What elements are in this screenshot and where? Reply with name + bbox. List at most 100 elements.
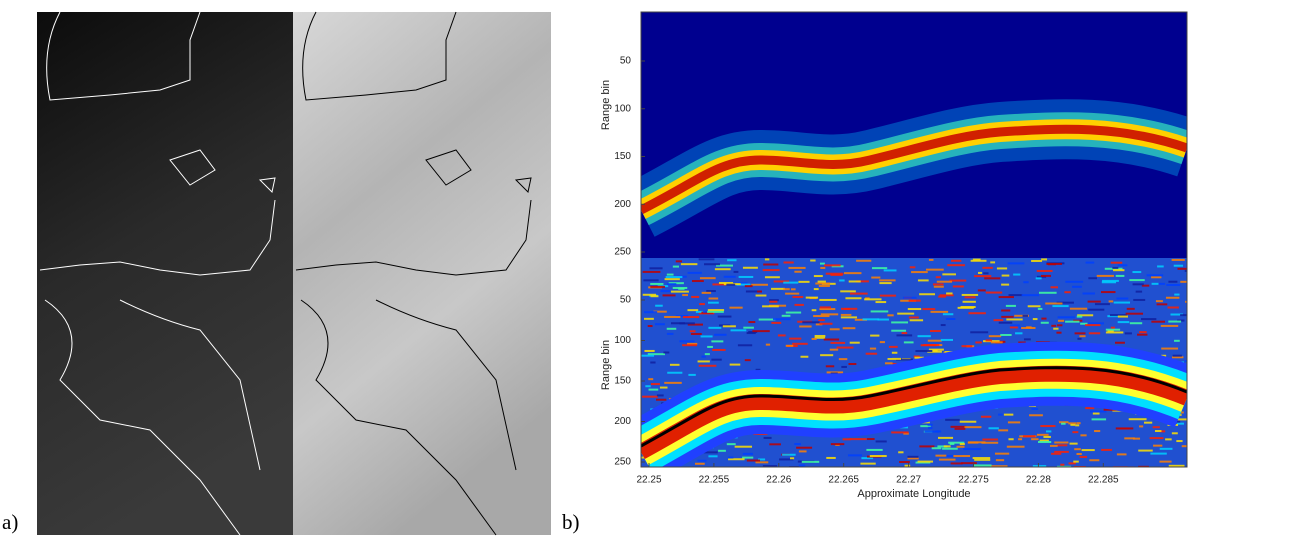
- speckle: [1110, 326, 1116, 329]
- speckle: [1074, 448, 1081, 451]
- speckle: [1150, 452, 1167, 455]
- speckle: [783, 281, 799, 284]
- speckle: [947, 264, 965, 267]
- speckle: [841, 365, 847, 368]
- speckle: [762, 305, 779, 308]
- speckle: [672, 265, 679, 268]
- speckle: [819, 308, 836, 311]
- speckle: [902, 296, 917, 299]
- speckle: [875, 301, 887, 304]
- speckle: [723, 275, 736, 278]
- speckle: [644, 349, 655, 352]
- speckle: [1085, 324, 1101, 327]
- speckle: [1172, 354, 1182, 357]
- speckle: [1032, 318, 1038, 321]
- speckle: [862, 318, 880, 321]
- speckle: [984, 277, 1001, 280]
- speckle: [1168, 320, 1182, 323]
- speckle: [1160, 324, 1179, 327]
- speckle: [1068, 422, 1077, 425]
- speckle: [952, 285, 964, 288]
- speckle: [1072, 285, 1082, 288]
- speckle: [959, 443, 965, 446]
- speckle: [931, 349, 938, 352]
- speckle: [1076, 422, 1081, 425]
- speckle: [716, 264, 734, 267]
- speckle: [785, 344, 794, 347]
- speckle: [972, 258, 981, 261]
- speckle: [1105, 331, 1124, 334]
- speckle: [737, 282, 748, 285]
- speckle: [699, 277, 716, 280]
- speckle: [736, 283, 751, 286]
- speckle: [932, 283, 944, 286]
- speckle: [788, 266, 806, 269]
- speckle: [1117, 264, 1128, 267]
- speckle: [1180, 314, 1187, 317]
- speckle: [660, 290, 671, 293]
- speckle: [1001, 274, 1010, 277]
- echogram-bottom-band: [641, 341, 1187, 467]
- speckle: [796, 446, 813, 449]
- speckle: [879, 282, 892, 285]
- x-tick-label: 22.25: [636, 475, 661, 486]
- speckle: [711, 340, 724, 343]
- y-tick-label: 150: [614, 151, 631, 162]
- speckle: [985, 291, 1003, 294]
- speckle: [1184, 360, 1187, 363]
- speckle: [1168, 464, 1185, 467]
- speckle: [870, 310, 889, 313]
- speckle: [758, 318, 776, 321]
- speckle: [1180, 280, 1187, 283]
- speckle: [656, 398, 667, 401]
- echogram-top-band: [641, 99, 1187, 237]
- speckle: [926, 268, 944, 271]
- speckle: [1139, 331, 1147, 334]
- speckle: [956, 445, 965, 448]
- speckle: [815, 282, 831, 285]
- panel-label: b): [562, 510, 580, 534]
- speckle: [1101, 281, 1117, 284]
- speckle: [1037, 441, 1052, 444]
- speckle: [800, 355, 809, 358]
- speckle: [1173, 264, 1184, 267]
- speckle: [790, 457, 795, 460]
- speckle: [830, 443, 845, 446]
- speckle: [917, 460, 934, 463]
- speckle: [891, 351, 898, 354]
- speckle: [1013, 273, 1021, 276]
- speckle: [1064, 291, 1071, 294]
- speckle: [814, 336, 826, 339]
- speckle: [1088, 308, 1105, 311]
- speckle: [691, 280, 704, 283]
- speckle: [950, 462, 963, 465]
- speckle: [1043, 435, 1051, 438]
- speckle: [888, 345, 898, 348]
- speckle: [1065, 320, 1080, 323]
- speckle: [824, 264, 841, 267]
- speckle: [985, 339, 992, 342]
- speckle: [1069, 307, 1088, 310]
- speckle: [1056, 331, 1062, 334]
- speckle: [840, 313, 852, 316]
- speckle: [914, 356, 924, 359]
- speckle: [695, 462, 705, 465]
- speckle: [707, 310, 724, 313]
- speckle: [972, 457, 991, 460]
- speckle: [794, 443, 801, 446]
- speckle: [1077, 337, 1082, 340]
- speckle: [690, 332, 702, 335]
- speckle: [887, 314, 894, 317]
- speckle: [1040, 425, 1056, 428]
- speckle: [843, 272, 862, 275]
- speckle: [643, 279, 659, 282]
- speckle: [744, 359, 751, 362]
- speckle: [877, 318, 889, 321]
- speckle: [1170, 313, 1184, 316]
- speckle: [896, 334, 913, 337]
- speckle: [764, 258, 770, 261]
- speckle: [1032, 465, 1047, 467]
- speckle: [945, 317, 956, 320]
- speckle: [1036, 269, 1053, 272]
